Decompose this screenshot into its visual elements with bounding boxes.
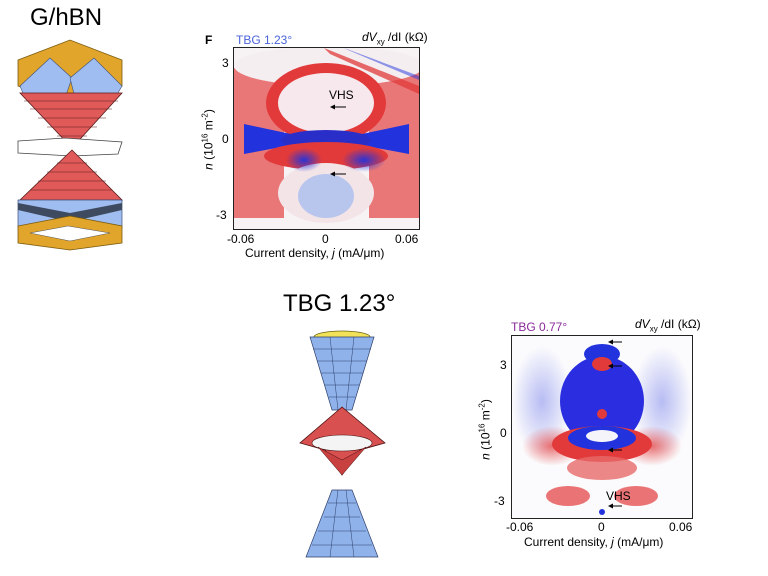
- panel-b-sample-label: TBG 0.77°: [511, 320, 568, 334]
- panel-b-colorbar-title: dVxy /dI (kΩ): [635, 317, 701, 334]
- panel-b-ytick-top: 3: [500, 358, 507, 372]
- panel-b-xtick-right: 0.06: [669, 520, 693, 534]
- panel-f-xtick-right: 0.06: [395, 232, 419, 246]
- panel-b-ytick-bottom: -3: [494, 494, 505, 508]
- panel-f-ytick-mid: 0: [222, 132, 229, 146]
- tbg123-band-diagram: [299, 330, 386, 558]
- tbg-upper-blue-cone: [309, 336, 375, 411]
- panel-f-xtick-mid: 0: [322, 232, 329, 246]
- panel-f-map: VHS: [233, 47, 420, 230]
- panel-b-ytick-mid: 0: [500, 426, 507, 440]
- panel-f-sample-label: TBG 1.23°: [236, 33, 293, 47]
- tbg123-title: TBG 1.23°: [283, 290, 396, 317]
- panel-b-xtick-mid: 0: [598, 520, 605, 534]
- panel-b-vhs-label: VHS: [606, 489, 631, 503]
- panel-f-colorbar-title: dVxy /dI (kΩ): [362, 30, 428, 47]
- panel-b-ylabel: n (1016 m-2): [477, 399, 493, 460]
- panel-f-xlabel: Current density, j (mA/μm): [245, 246, 385, 260]
- panel-f-ytick-top: 3: [222, 56, 229, 70]
- panel-b-xtick-left: -0.06: [506, 520, 534, 534]
- ghbn-bottom-white-cut: [29, 225, 111, 242]
- tbg-lower-blue-cone: [305, 489, 379, 558]
- ghbn-title: G/hBN: [30, 4, 103, 31]
- panel-f-vhs-label: VHS: [329, 88, 354, 102]
- ghbn-upper-red-cone: [19, 92, 123, 149]
- panel-f-letter: F: [205, 33, 213, 47]
- panel-f-ytick-bottom: -3: [216, 208, 227, 222]
- panel-b-xlabel: Current density, j (mA/μm): [524, 535, 664, 549]
- panel-b-map: VHS: [511, 335, 693, 519]
- ghbn-lower-red-cone: [19, 149, 123, 201]
- ghbn-band-diagram: [17, 39, 123, 251]
- ghbn-gap-sheet: [17, 137, 123, 157]
- panel-f-ylabel: n (1016 m-2): [200, 109, 216, 170]
- panel-f-xtick-left: -0.06: [227, 232, 255, 246]
